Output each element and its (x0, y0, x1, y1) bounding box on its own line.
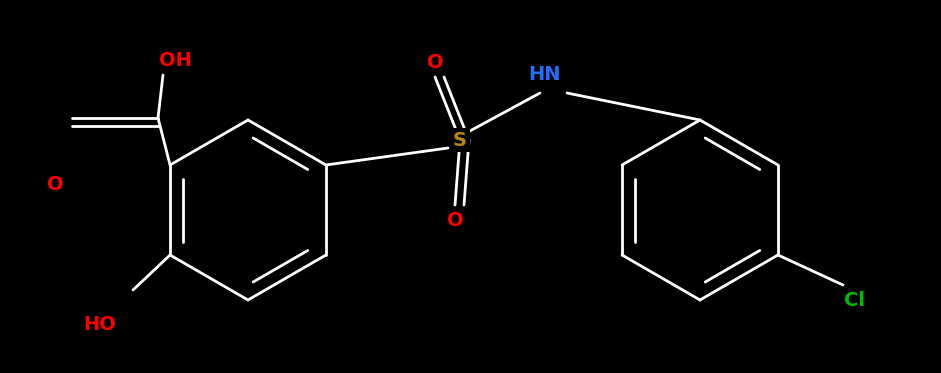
Text: O: O (447, 210, 463, 229)
Text: HN: HN (529, 66, 561, 85)
Text: O: O (47, 176, 63, 194)
Text: S: S (453, 131, 467, 150)
Text: HO: HO (84, 316, 117, 335)
Text: Cl: Cl (844, 291, 866, 310)
Text: O: O (426, 53, 443, 72)
Text: OH: OH (159, 50, 191, 69)
